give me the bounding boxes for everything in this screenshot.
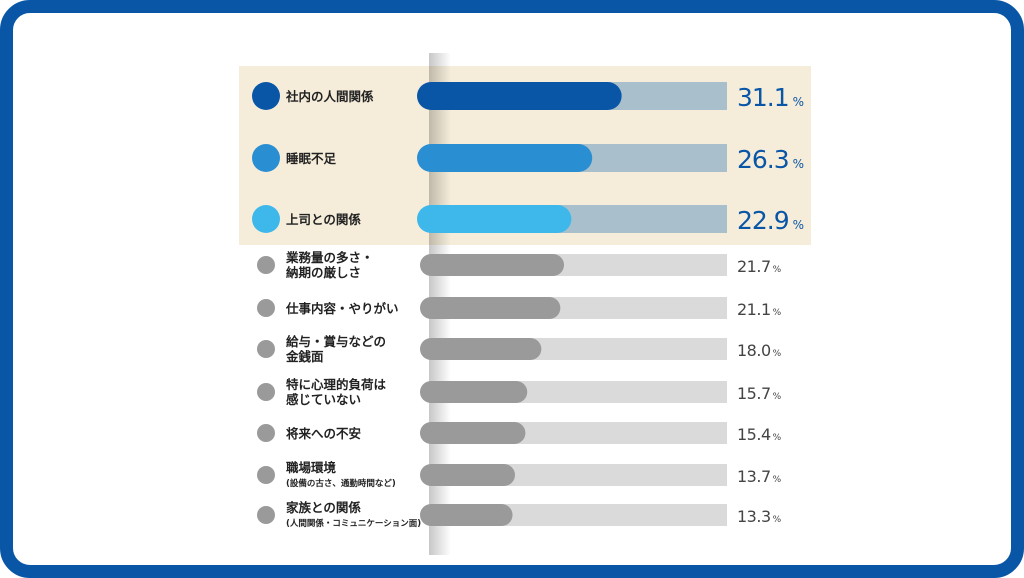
value-unit: % bbox=[773, 475, 782, 485]
category-label: 業務量の多さ・ bbox=[285, 250, 374, 265]
value-unit: % bbox=[793, 218, 804, 232]
value-unit: % bbox=[773, 433, 782, 443]
category-label: 納期の厳しさ bbox=[286, 265, 361, 280]
category-label: 上司との関係 bbox=[286, 212, 361, 227]
bar bbox=[417, 82, 622, 110]
legend-dot bbox=[252, 82, 280, 110]
category-label: 社内の人間関係 bbox=[285, 89, 374, 104]
value-label: 18.0% bbox=[737, 341, 782, 360]
bar bbox=[420, 297, 561, 319]
category-label: 仕事内容・やりがい bbox=[285, 301, 399, 316]
bar bbox=[417, 205, 572, 233]
legend-dot bbox=[252, 144, 280, 172]
legend-dot bbox=[257, 383, 275, 401]
bar bbox=[417, 144, 593, 172]
bar bbox=[420, 422, 526, 444]
legend-dot bbox=[257, 256, 275, 274]
value-unit: % bbox=[773, 349, 782, 359]
category-label: 感じていない bbox=[286, 392, 361, 407]
value-unit: % bbox=[773, 515, 782, 525]
legend-dot bbox=[257, 466, 275, 484]
value-label: 21.7% bbox=[737, 257, 782, 276]
category-sublabel: (人間関係・コミュニケーション面) bbox=[286, 518, 421, 529]
value-unit: % bbox=[793, 95, 804, 109]
bar bbox=[420, 338, 542, 360]
value-label: 15.4% bbox=[737, 425, 782, 444]
value-unit: % bbox=[793, 157, 804, 171]
category-label: 将来への不安 bbox=[286, 426, 361, 441]
bar bbox=[420, 504, 513, 526]
bar bbox=[420, 381, 528, 403]
category-label: 金銭面 bbox=[285, 349, 324, 364]
category-sublabel: (設備の古さ、通勤時間など) bbox=[286, 478, 396, 489]
legend-dot bbox=[257, 340, 275, 358]
value-label: 13.3% bbox=[737, 507, 782, 526]
value-unit: % bbox=[773, 392, 782, 402]
category-label: 特に心理的負荷は bbox=[286, 377, 387, 392]
legend-dot bbox=[257, 424, 275, 442]
category-label: 睡眠不足 bbox=[286, 151, 337, 166]
category-label: 職場環境 bbox=[286, 460, 337, 475]
bar bbox=[420, 254, 565, 276]
legend-dot bbox=[257, 506, 275, 524]
category-label: 給与・賞与などの bbox=[286, 334, 386, 349]
value-label: 13.7% bbox=[737, 467, 782, 486]
bar-chart: 社内の人間関係 31.1 %睡眠不足 26.3 %上司との関係 22.9 %業務量の多さ・納… bbox=[239, 53, 811, 555]
value-label: 15.7% bbox=[737, 384, 782, 403]
category-label: 家族との関係 bbox=[286, 500, 361, 515]
legend-dot bbox=[257, 299, 275, 317]
bar bbox=[420, 464, 515, 486]
legend-dot bbox=[252, 205, 280, 233]
value-unit: % bbox=[773, 265, 782, 275]
value-label: 21.1% bbox=[737, 300, 782, 319]
value-unit: % bbox=[773, 308, 782, 318]
